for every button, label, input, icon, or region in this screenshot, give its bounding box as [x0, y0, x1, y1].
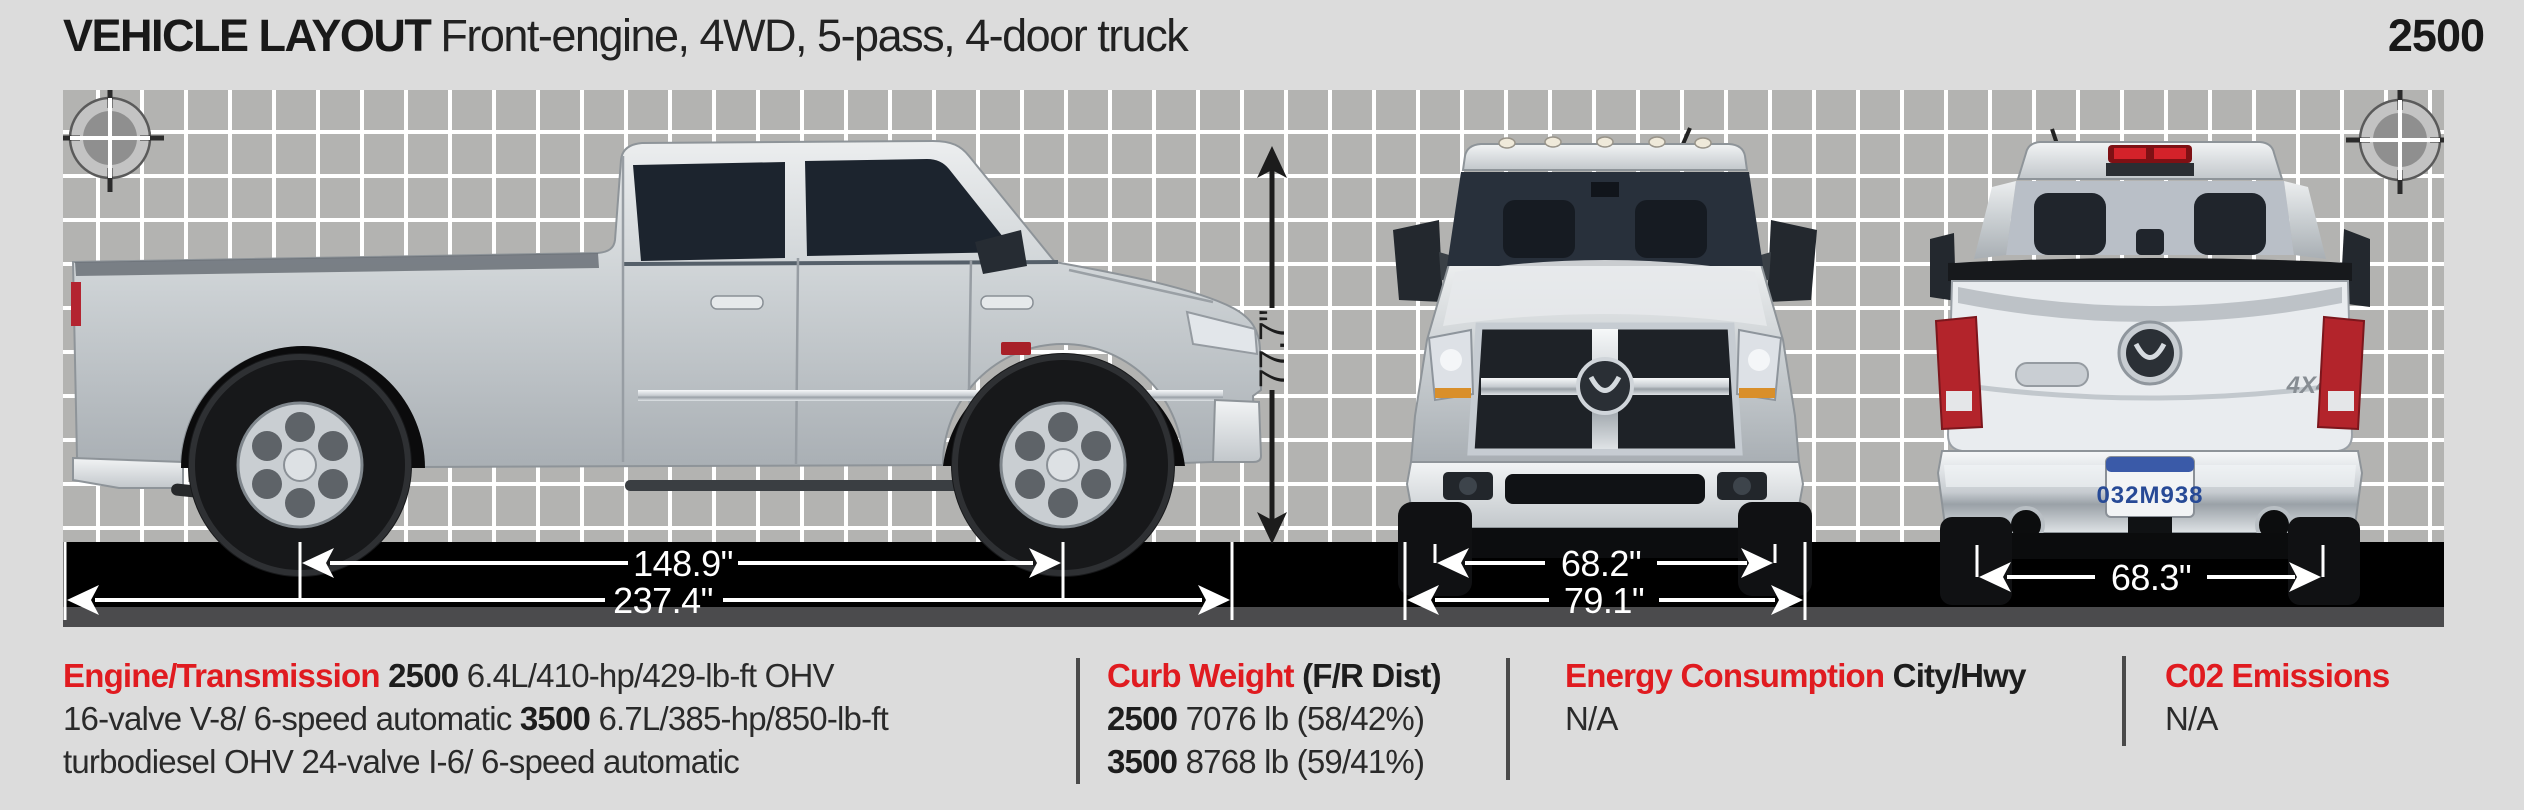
tonneau-cover [1948, 258, 2352, 281]
registration-mark-icon [63, 90, 164, 192]
registration-mark-icon [2346, 90, 2444, 194]
side-view-photo [71, 139, 1263, 577]
spec-text-line: Engine/Transmission 2500 6.4L/410-hp/429… [63, 657, 835, 694]
front-door-window [805, 159, 1015, 256]
spec-energy-consumption: Energy Consumption City/Hwy N/A [1565, 654, 2026, 740]
bed-rail [75, 253, 599, 276]
front-track-dimension-arrow: 68.2" [1433, 543, 1777, 584]
spec-text-line: Energy Consumption City/Hwy [1565, 657, 2026, 694]
spec-co2-emissions: C02 Emissions N/A [2165, 654, 2390, 740]
spec-text-line: 16-valve V-8/ 6-speed automatic 3500 6.7… [63, 700, 889, 737]
rear-wheel [188, 353, 412, 577]
third-brake-light [2106, 145, 2194, 176]
rear-track-dimension-arrow: 68.3" [1975, 545, 2325, 598]
header: VEHICLE LAYOUT Front-engine, 4WD, 5-pass,… [63, 10, 2485, 80]
dim-width-label: 79.1" [1564, 580, 1644, 621]
taillights [1934, 315, 2366, 431]
spec-curb-weight: Curb Weight (F/R Dist) 2500 7076 lb (58/… [1107, 654, 1442, 783]
model-badge: 2500 [2387, 10, 2485, 61]
rear-bumper [72, 456, 184, 489]
width-dimension-arrow: 79.1" [1403, 542, 1807, 621]
spec-text-line: 3500 8768 lb (59/41%) [1107, 743, 1425, 780]
spec-text-line: turbodiesel OHV 24-valve I-6/ 6-speed au… [63, 743, 740, 780]
license-plate: 032M938 [2096, 456, 2203, 518]
dim-wheelbase-label: 148.9" [633, 543, 733, 584]
tailgate: 4X4 [1946, 280, 2354, 452]
spec-text-line: C02 Emissions [2165, 654, 2390, 697]
page-subtitle: Front-engine, 4WD, 5-pass, 4-door truck [440, 10, 1188, 61]
rear-door-window [633, 162, 785, 261]
door-handle [710, 295, 764, 310]
spec-engine-transmission: Engine/Transmission 2500 6.4L/410-hp/429… [63, 654, 889, 783]
photo-area: 4X4 032M938 [63, 90, 2444, 627]
column-divider [2122, 656, 2126, 746]
ram-door-badge [1001, 342, 1031, 355]
page-title: VEHICLE LAYOUT [63, 10, 432, 61]
spec-label: C02 Emissions [2165, 657, 2390, 694]
front-view-photo [1393, 127, 1817, 596]
column-divider [1506, 658, 1510, 780]
chrome-trim [638, 390, 1223, 401]
spec-text-line: N/A [1565, 700, 1618, 737]
ground-strip [63, 607, 2444, 627]
grille [1467, 322, 1743, 456]
dim-front-track-label: 68.2" [1561, 543, 1641, 584]
spec-label: Engine/Transmission [63, 657, 389, 694]
ram-emblem [1576, 357, 1634, 415]
column-divider [1076, 658, 1080, 784]
taillight [71, 282, 81, 326]
front-wheel [951, 353, 1175, 577]
laramie-badge [2015, 362, 2089, 387]
spec-section: Engine/Transmission 2500 6.4L/410-hp/429… [0, 648, 2524, 810]
clearance-lights [1498, 136, 1712, 149]
right-mirror [1767, 220, 1817, 302]
diagram-overlay: 4X4 032M938 [63, 90, 2444, 621]
dim-rear-track-label: 68.3" [2111, 557, 2191, 598]
spec-text-line: N/A [2165, 700, 2218, 737]
license-plate-number: 032M938 [2096, 482, 2203, 509]
wheelbase-dimension-arrow: 148.9" [298, 542, 1065, 602]
spec-text-line: 2500 7076 lb (58/42%) [1107, 700, 1425, 737]
headlight [1185, 310, 1259, 356]
running-board [625, 480, 1025, 491]
dim-height-label: 77.7" [1253, 310, 1292, 388]
spec-label: Curb Weight [1107, 657, 1303, 694]
left-mirror [1930, 233, 1956, 301]
front-bumper [1211, 398, 1263, 463]
front-bumper [1405, 461, 1805, 529]
headlights [1427, 328, 1783, 402]
spec-label: Energy Consumption [1565, 657, 1893, 694]
spec-text-line: Curb Weight (F/R Dist) [1107, 657, 1442, 694]
door-handle [980, 295, 1034, 310]
side-mirror [975, 230, 1027, 274]
left-mirror [1393, 220, 1443, 302]
dim-length-label: 237.4" [613, 580, 713, 621]
height-dimension-arrow: 77.7" [1253, 146, 1292, 544]
length-dimension-arrow: 237.4" [63, 542, 1234, 621]
rear-view-photo: 4X4 032M938 [1930, 128, 2370, 605]
